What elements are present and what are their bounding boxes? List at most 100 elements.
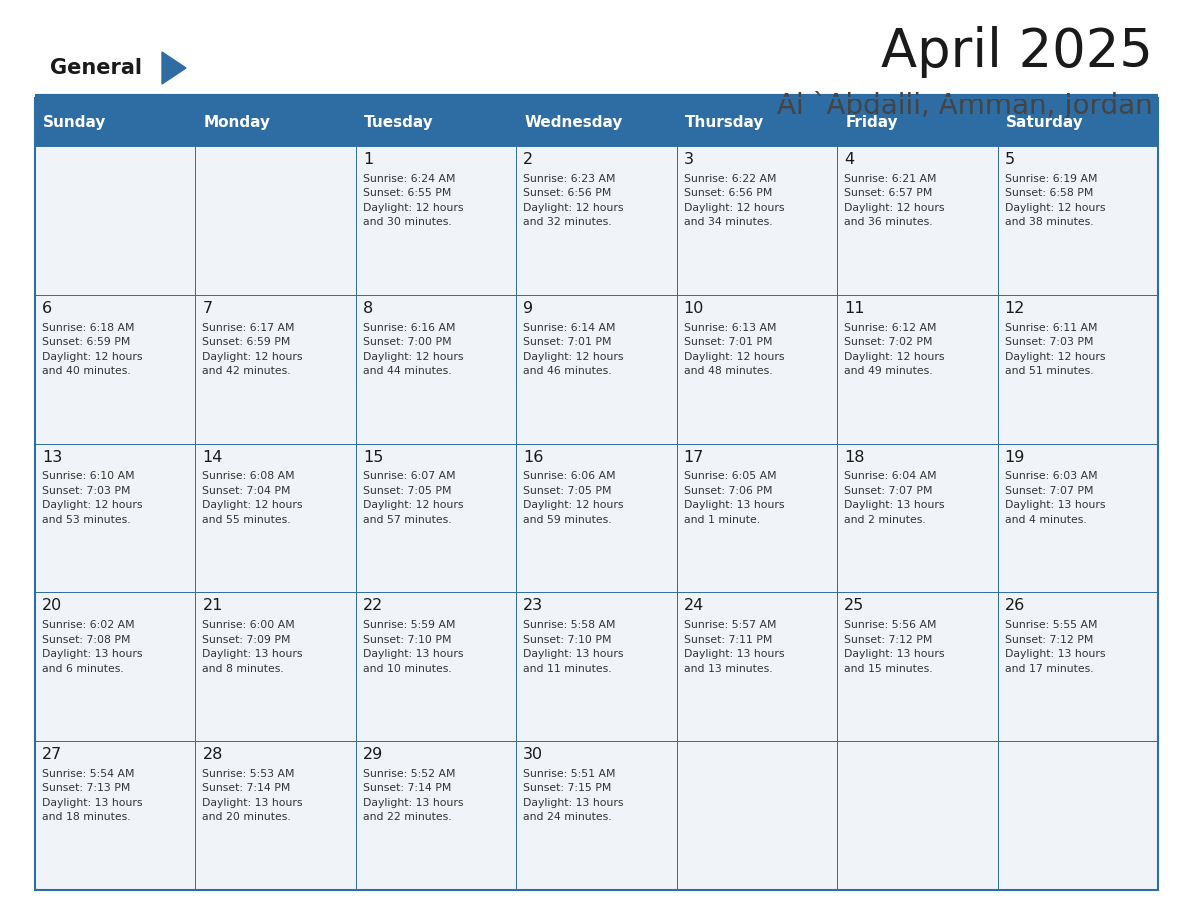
Text: Sunset: 7:15 PM: Sunset: 7:15 PM <box>523 783 612 793</box>
Text: Sunrise: 6:13 AM: Sunrise: 6:13 AM <box>684 322 776 332</box>
Text: Sunset: 6:56 PM: Sunset: 6:56 PM <box>684 188 772 198</box>
Text: 17: 17 <box>684 450 704 465</box>
Text: Daylight: 12 hours: Daylight: 12 hours <box>1005 203 1105 213</box>
Text: Blue: Blue <box>50 95 102 115</box>
Text: and 51 minutes.: and 51 minutes. <box>1005 366 1093 376</box>
Text: April 2025: April 2025 <box>881 26 1154 78</box>
Text: and 18 minutes.: and 18 minutes. <box>42 812 131 823</box>
Text: Daylight: 12 hours: Daylight: 12 hours <box>845 203 944 213</box>
Bar <box>356 741 517 890</box>
Text: and 32 minutes.: and 32 minutes. <box>523 218 612 228</box>
Text: Sunset: 7:08 PM: Sunset: 7:08 PM <box>42 634 131 644</box>
Bar <box>998 741 1158 890</box>
Text: 13: 13 <box>42 450 62 465</box>
Text: Sunrise: 6:00 AM: Sunrise: 6:00 AM <box>202 621 295 630</box>
Bar <box>517 295 677 443</box>
Text: Sunrise: 6:19 AM: Sunrise: 6:19 AM <box>1005 174 1097 184</box>
Text: and 1 minute.: and 1 minute. <box>684 515 760 525</box>
Bar <box>517 98 677 146</box>
Bar <box>998 295 1158 443</box>
Text: Sunrise: 5:55 AM: Sunrise: 5:55 AM <box>1005 621 1097 630</box>
Text: Sunset: 7:14 PM: Sunset: 7:14 PM <box>202 783 291 793</box>
Text: Tuesday: Tuesday <box>364 115 434 129</box>
Bar <box>677 98 838 146</box>
Text: 15: 15 <box>362 450 384 465</box>
Text: and 13 minutes.: and 13 minutes. <box>684 664 772 674</box>
Text: Sunrise: 6:16 AM: Sunrise: 6:16 AM <box>362 322 455 332</box>
Text: Sunrise: 6:05 AM: Sunrise: 6:05 AM <box>684 471 776 481</box>
Text: Sunset: 6:59 PM: Sunset: 6:59 PM <box>202 337 291 347</box>
Text: Daylight: 12 hours: Daylight: 12 hours <box>362 203 463 213</box>
Text: 29: 29 <box>362 747 383 762</box>
Text: Al `Abdalli, Amman, Jordan: Al `Abdalli, Amman, Jordan <box>777 91 1154 119</box>
Text: Sunrise: 5:51 AM: Sunrise: 5:51 AM <box>523 769 615 779</box>
Text: Sunset: 7:12 PM: Sunset: 7:12 PM <box>1005 634 1093 644</box>
Text: Thursday: Thursday <box>684 115 764 129</box>
Text: Sunrise: 6:17 AM: Sunrise: 6:17 AM <box>202 322 295 332</box>
Text: General: General <box>50 58 143 78</box>
Text: 30: 30 <box>523 747 543 762</box>
Text: 23: 23 <box>523 599 543 613</box>
Text: Sunset: 7:03 PM: Sunset: 7:03 PM <box>42 486 131 496</box>
Text: Sunrise: 6:08 AM: Sunrise: 6:08 AM <box>202 471 295 481</box>
Bar <box>998 443 1158 592</box>
Bar <box>838 146 998 295</box>
Bar <box>34 443 196 592</box>
Text: and 2 minutes.: and 2 minutes. <box>845 515 925 525</box>
Text: Sunrise: 6:04 AM: Sunrise: 6:04 AM <box>845 471 937 481</box>
Text: Sunset: 6:55 PM: Sunset: 6:55 PM <box>362 188 451 198</box>
Text: Daylight: 12 hours: Daylight: 12 hours <box>684 352 784 362</box>
Text: Daylight: 13 hours: Daylight: 13 hours <box>523 798 624 808</box>
Text: Daylight: 13 hours: Daylight: 13 hours <box>684 500 784 510</box>
Text: Sunset: 7:11 PM: Sunset: 7:11 PM <box>684 634 772 644</box>
Bar <box>517 146 677 295</box>
Text: Sunset: 7:05 PM: Sunset: 7:05 PM <box>523 486 612 496</box>
Text: Sunrise: 5:53 AM: Sunrise: 5:53 AM <box>202 769 295 779</box>
Text: Daylight: 13 hours: Daylight: 13 hours <box>845 500 944 510</box>
Text: Sunset: 7:10 PM: Sunset: 7:10 PM <box>523 634 612 644</box>
Text: Daylight: 13 hours: Daylight: 13 hours <box>362 649 463 659</box>
Text: Sunrise: 6:22 AM: Sunrise: 6:22 AM <box>684 174 776 184</box>
Text: Daylight: 12 hours: Daylight: 12 hours <box>362 352 463 362</box>
Bar <box>838 741 998 890</box>
Text: Sunset: 7:05 PM: Sunset: 7:05 PM <box>362 486 451 496</box>
Text: Sunset: 7:13 PM: Sunset: 7:13 PM <box>42 783 131 793</box>
Text: 11: 11 <box>845 301 865 316</box>
Text: and 15 minutes.: and 15 minutes. <box>845 664 933 674</box>
Text: Daylight: 12 hours: Daylight: 12 hours <box>362 500 463 510</box>
Text: Sunset: 7:07 PM: Sunset: 7:07 PM <box>845 486 933 496</box>
Bar <box>677 295 838 443</box>
Text: Saturday: Saturday <box>1005 115 1083 129</box>
Text: and 48 minutes.: and 48 minutes. <box>684 366 772 376</box>
Text: Sunset: 7:04 PM: Sunset: 7:04 PM <box>202 486 291 496</box>
Text: Daylight: 12 hours: Daylight: 12 hours <box>202 500 303 510</box>
Text: Sunrise: 5:58 AM: Sunrise: 5:58 AM <box>523 621 615 630</box>
Text: and 17 minutes.: and 17 minutes. <box>1005 664 1093 674</box>
Text: Sunrise: 6:06 AM: Sunrise: 6:06 AM <box>523 471 615 481</box>
Text: Sunset: 7:14 PM: Sunset: 7:14 PM <box>362 783 451 793</box>
Text: Sunset: 6:58 PM: Sunset: 6:58 PM <box>1005 188 1093 198</box>
Text: 4: 4 <box>845 152 854 167</box>
Text: 9: 9 <box>523 301 533 316</box>
Text: Sunrise: 6:24 AM: Sunrise: 6:24 AM <box>362 174 455 184</box>
Text: Sunrise: 6:11 AM: Sunrise: 6:11 AM <box>1005 322 1097 332</box>
Text: 28: 28 <box>202 747 223 762</box>
Text: and 22 minutes.: and 22 minutes. <box>362 812 451 823</box>
Bar <box>196 98 356 146</box>
Bar <box>34 592 196 741</box>
Bar <box>517 741 677 890</box>
Text: 25: 25 <box>845 599 865 613</box>
Text: Sunrise: 6:18 AM: Sunrise: 6:18 AM <box>42 322 134 332</box>
Text: Sunset: 7:12 PM: Sunset: 7:12 PM <box>845 634 933 644</box>
Text: 22: 22 <box>362 599 383 613</box>
Text: Sunrise: 6:10 AM: Sunrise: 6:10 AM <box>42 471 134 481</box>
Text: Daylight: 12 hours: Daylight: 12 hours <box>42 352 143 362</box>
Text: Sunset: 7:00 PM: Sunset: 7:00 PM <box>362 337 451 347</box>
Text: Sunset: 7:09 PM: Sunset: 7:09 PM <box>202 634 291 644</box>
Text: Sunset: 7:03 PM: Sunset: 7:03 PM <box>1005 337 1093 347</box>
Text: Daylight: 12 hours: Daylight: 12 hours <box>202 352 303 362</box>
Text: Sunrise: 6:03 AM: Sunrise: 6:03 AM <box>1005 471 1098 481</box>
Text: Sunset: 6:59 PM: Sunset: 6:59 PM <box>42 337 131 347</box>
Text: 2: 2 <box>523 152 533 167</box>
Text: Monday: Monday <box>203 115 271 129</box>
